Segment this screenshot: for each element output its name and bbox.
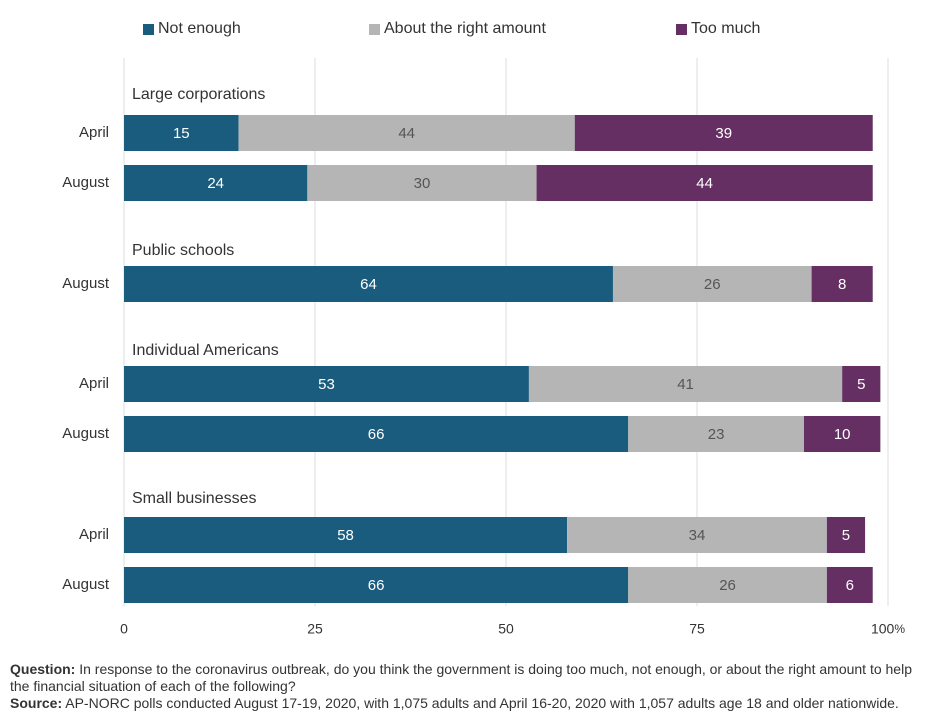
x-axis-unit: % [894, 622, 905, 636]
row-label-small-businesses-august: August [62, 576, 110, 593]
x-tick-label-0: 0 [120, 621, 128, 637]
legend-label-too-much: Too much [691, 20, 761, 37]
data-label-small-businesses-august-too_much: 6 [846, 577, 854, 594]
data-label-individual-americans-august-not_enough: 66 [368, 426, 385, 443]
bar-small-businesses-august-too_much [826, 567, 873, 603]
bar-large-corporations-april-not_enough [124, 115, 239, 151]
x-tick-label-100: 100% [871, 621, 905, 637]
legend-item-too-much: Too much [676, 20, 760, 38]
bar-large-corporations-august-right_amount [307, 165, 537, 201]
row-label-large-corporations-august: August [62, 174, 110, 191]
group-title-small-businesses: Small businesses [132, 490, 257, 507]
bar-large-corporations-april-right_amount [238, 115, 575, 151]
question-note: Question: In response to the coronavirus… [10, 661, 915, 695]
bar-individual-americans-august-not_enough [124, 416, 629, 452]
data-label-small-businesses-april-right_amount: 34 [689, 527, 706, 544]
question-label: Question: [10, 661, 76, 677]
bar-large-corporations-august-too_much [536, 165, 873, 201]
question-text: In response to the coronavirus outbreak,… [10, 661, 912, 694]
row-label-public-schools-august: August [62, 275, 110, 292]
chart-legend: Not enough About the right amount Too mu… [0, 0, 925, 60]
data-label-individual-americans-april-right_amount: 41 [677, 376, 694, 393]
bar-public-schools-august-too_much [811, 266, 873, 302]
bar-individual-americans-april-too_much [842, 366, 881, 402]
bar-small-businesses-april-right_amount [567, 517, 827, 553]
legend-label-not-enough: Not enough [158, 20, 241, 37]
data-label-large-corporations-april-not_enough: 15 [173, 125, 190, 142]
bar-individual-americans-august-right_amount [628, 416, 804, 452]
stacked-bar-chart: Large corporations April 15 44 39 August 24 30 4… [62, 58, 905, 637]
data-label-small-businesses-august-not_enough: 66 [368, 577, 385, 594]
group-title-large-corporations: Large corporations [132, 86, 265, 103]
bar-large-corporations-april-too_much [574, 115, 873, 151]
x-tick-label-50: 50 [498, 621, 514, 637]
bar-individual-americans-april-right_amount [528, 366, 843, 402]
group-title-individual-americans: Individual Americans [132, 342, 279, 359]
bar-individual-americans-april-not_enough [124, 366, 529, 402]
data-label-small-businesses-april-not_enough: 58 [337, 527, 354, 544]
legend-item-not-enough: Not enough [143, 20, 241, 38]
row-label-large-corporations-april: April [79, 124, 109, 141]
source-note: Source: AP-NORC polls conducted August 1… [10, 695, 915, 712]
legend-label-about-right: About the right amount [384, 20, 546, 37]
data-label-individual-americans-april-not_enough: 53 [318, 376, 335, 393]
data-label-small-businesses-august-right_amount: 26 [719, 577, 736, 594]
bar-small-businesses-april-not_enough [124, 517, 568, 553]
data-label-individual-americans-august-too_much: 10 [834, 426, 851, 443]
data-label-individual-americans-august-right_amount: 23 [708, 426, 725, 443]
data-label-small-businesses-april-too_much: 5 [842, 527, 850, 544]
data-label-large-corporations-august-not_enough: 24 [207, 175, 224, 192]
row-label-individual-americans-august: August [62, 425, 110, 442]
chart-footer: Question: In response to the coronavirus… [10, 661, 915, 712]
bar-public-schools-august-not_enough [124, 266, 613, 302]
data-label-public-schools-august-right_amount: 26 [704, 276, 721, 293]
bar-individual-americans-august-too_much [803, 416, 881, 452]
data-label-large-corporations-august-right_amount: 30 [414, 175, 431, 192]
data-label-individual-americans-april-too_much: 5 [857, 376, 865, 393]
bar-small-businesses-april-too_much [826, 517, 866, 553]
data-label-large-corporations-august-too_much: 44 [696, 175, 713, 192]
bar-small-businesses-august-right_amount [628, 567, 827, 603]
legend-swatch-about-right [369, 23, 380, 35]
legend-swatch-too-much [676, 23, 687, 35]
data-label-large-corporations-april-too_much: 39 [715, 125, 732, 142]
legend-swatch-not-enough [143, 23, 154, 35]
source-text: AP-NORC polls conducted August 17-19, 20… [65, 695, 899, 711]
source-label: Source: [10, 695, 63, 711]
group-title-public-schools: Public schools [132, 242, 234, 259]
data-label-large-corporations-april-right_amount: 44 [398, 125, 415, 142]
row-label-individual-americans-april: April [79, 375, 109, 392]
bar-public-schools-august-right_amount [612, 266, 812, 302]
bar-small-businesses-august-not_enough [124, 567, 629, 603]
row-label-small-businesses-april: April [79, 526, 109, 543]
data-label-public-schools-august-not_enough: 64 [360, 276, 377, 293]
bar-large-corporations-august-not_enough [124, 165, 308, 201]
x-tick-label-25: 25 [307, 621, 323, 637]
data-label-public-schools-august-too_much: 8 [838, 276, 846, 293]
x-tick-label-75: 75 [689, 621, 705, 637]
legend-item-about-right: About the right amount [369, 20, 546, 38]
